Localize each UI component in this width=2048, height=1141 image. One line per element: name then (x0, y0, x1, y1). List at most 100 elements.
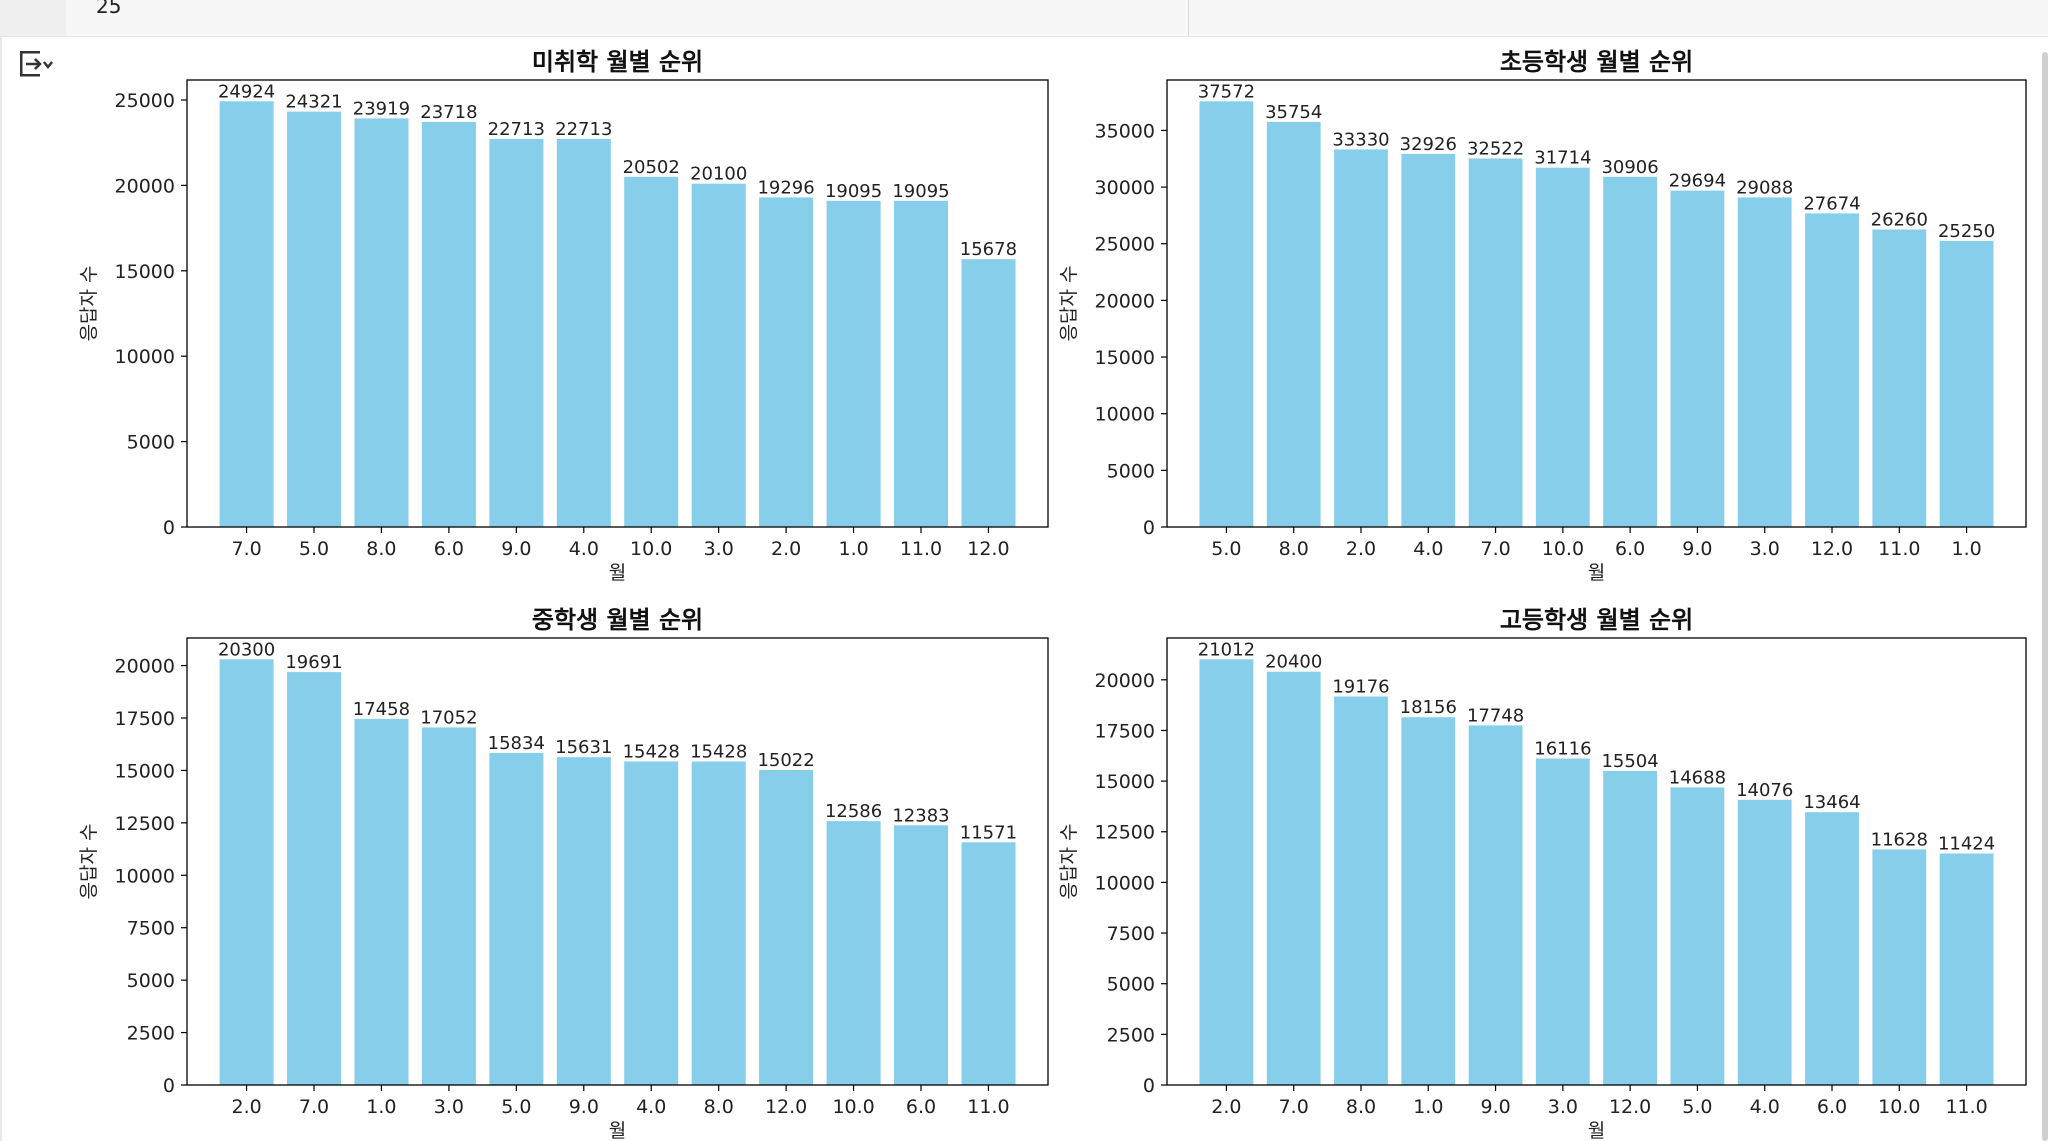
bar (489, 752, 544, 1085)
y-tick-label: 12500 (1095, 822, 1155, 844)
bar (354, 718, 409, 1085)
bar (1939, 853, 1994, 1085)
bar-value-label: 18156 (1400, 697, 1457, 718)
bar (1872, 849, 1927, 1085)
bar-value-label: 23718 (420, 102, 477, 123)
bar (1805, 213, 1859, 527)
x-tick-label: 4.0 (1750, 1096, 1780, 1118)
x-tick-label: 8.0 (366, 538, 396, 560)
bar-value-label: 29088 (1736, 177, 1793, 198)
bar-value-label: 22713 (555, 119, 612, 140)
bar (421, 121, 476, 528)
bar (1401, 717, 1456, 1085)
bar-value-label: 37572 (1198, 81, 1255, 102)
bar-value-label: 17458 (353, 699, 410, 720)
bar (1939, 240, 1994, 527)
bar-value-label: 33330 (1332, 129, 1389, 150)
bar (287, 111, 341, 527)
x-tick-label: 9.0 (1682, 538, 1712, 560)
x-tick-label: 7.0 (299, 1096, 329, 1118)
y-tick-label: 0 (163, 1075, 175, 1097)
bar-value-label: 30906 (1601, 157, 1658, 178)
bar (624, 176, 679, 528)
y-tick-label: 7500 (1107, 923, 1155, 945)
y-tick-label: 15000 (115, 261, 175, 283)
bar (691, 761, 746, 1085)
x-tick-label: 2.0 (1211, 1096, 1241, 1118)
bar (1670, 190, 1725, 527)
bar-value-label: 19095 (892, 181, 949, 202)
chart-title: 고등학생 월별 순위 (1500, 606, 1693, 634)
bar (1603, 176, 1657, 528)
bar (759, 197, 814, 527)
bar-value-label: 32926 (1400, 134, 1457, 155)
x-tick-label: 1.0 (1951, 538, 1981, 560)
chart-title: 미취학 월별 순위 (532, 48, 703, 76)
bar-value-label: 14688 (1669, 767, 1726, 788)
x-tick-label: 5.0 (501, 1096, 531, 1118)
y-axis-label: 응답자 수 (1058, 266, 1080, 342)
x-tick-label: 5.0 (299, 538, 329, 560)
x-tick-label: 6.0 (434, 538, 464, 560)
y-tick-label: 5000 (127, 432, 175, 454)
y-axis-label: 응답자 수 (78, 824, 100, 900)
bar-value-label: 24321 (285, 92, 342, 113)
chart-panel-4: 21012 2.0 20400 7.0 19176 8.0 18156 1.0 17748 9.0… (1058, 606, 2027, 1141)
bar-value-label: 15428 (690, 742, 747, 763)
y-tick-label: 0 (1143, 1075, 1155, 1097)
x-tick-label: 9.0 (1480, 1096, 1510, 1118)
bar (1535, 167, 1590, 527)
bar-value-label: 19296 (757, 177, 814, 198)
bar (1334, 696, 1388, 1085)
x-tick-label: 3.0 (434, 1096, 464, 1118)
bar-value-label: 15022 (757, 750, 814, 771)
x-tick-label: 2.0 (771, 538, 801, 560)
bar-value-label: 19176 (1332, 677, 1389, 698)
x-tick-label: 6.0 (906, 1096, 936, 1118)
plot-frame (1166, 79, 2027, 528)
y-tick-label: 30000 (1095, 177, 1155, 199)
bar-value-label: 19691 (285, 652, 342, 673)
x-axis-label: 월 (1588, 562, 1605, 584)
bar (961, 259, 1016, 527)
x-tick-label: 6.0 (1817, 1096, 1847, 1118)
x-tick-label: 4.0 (636, 1096, 666, 1118)
notebook-top-bar: 25 (0, 0, 2048, 37)
bar (1872, 229, 1927, 527)
y-tick-label: 10000 (115, 346, 175, 368)
x-tick-label: 10.0 (832, 1096, 874, 1118)
top-divider (1188, 0, 1189, 36)
bar (1670, 787, 1725, 1085)
bar-value-label: 20400 (1265, 652, 1322, 673)
bar (1401, 153, 1456, 527)
x-tick-label: 1.0 (838, 538, 868, 560)
y-tick-label: 25000 (1095, 234, 1155, 256)
bar-value-label: 20502 (623, 157, 680, 178)
x-tick-label: 7.0 (1279, 1096, 1309, 1118)
x-tick-label: 10.0 (630, 538, 672, 560)
bar-value-label: 32522 (1467, 139, 1524, 160)
y-tick-label: 10000 (1095, 872, 1155, 894)
x-tick-label: 11.0 (1945, 1096, 1987, 1118)
bar-value-label: 20300 (218, 639, 275, 660)
x-tick-label: 2.0 (1346, 538, 1376, 560)
vertical-scrollbar[interactable] (2042, 52, 2048, 1141)
bar-value-label: 29694 (1669, 171, 1726, 192)
bar (826, 821, 881, 1085)
output-toggle-icon[interactable] (18, 48, 54, 80)
bar-value-label: 20100 (690, 164, 747, 185)
bar-value-label: 15678 (960, 239, 1017, 260)
bar-value-label: 15504 (1601, 751, 1658, 772)
bar-value-label: 19095 (825, 181, 882, 202)
bar-value-label: 31714 (1534, 148, 1591, 169)
bar (1199, 101, 1254, 528)
bar-value-label: 27674 (1803, 193, 1860, 214)
y-tick-label: 12500 (115, 813, 175, 835)
plot-frame (186, 79, 1049, 528)
bar (624, 761, 679, 1085)
y-tick-label: 7500 (127, 918, 175, 940)
bar-value-label: 23919 (353, 98, 410, 119)
bar-value-label: 22713 (488, 119, 545, 140)
y-tick-label: 20000 (115, 656, 175, 678)
